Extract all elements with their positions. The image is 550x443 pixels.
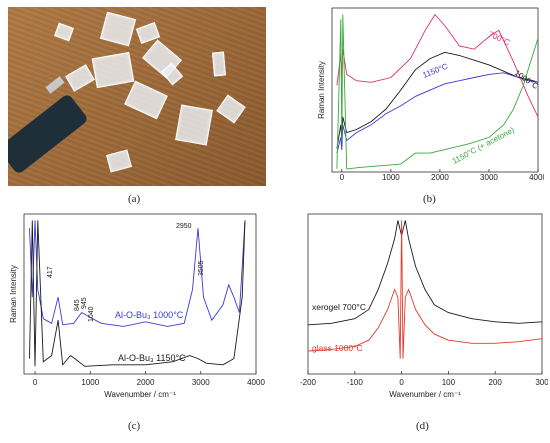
series-label: Al-O-Bu₃ 1150°C [118, 353, 186, 363]
series-label: glass 1000°C [312, 343, 363, 353]
x-tick-label: 2000 [137, 378, 155, 387]
series-label: 1150°C [421, 62, 449, 80]
peak-label: 1040 [88, 306, 95, 322]
x-tick-label: 1000 [81, 378, 99, 387]
x-tick-label: 1000 [382, 173, 400, 182]
x-tick-label: 0 [33, 378, 38, 387]
caption-a: (a) [128, 193, 141, 205]
x-tick-label: 0 [399, 378, 404, 387]
caption-b: (b) [423, 193, 436, 205]
x-tick-label: 200 [489, 378, 503, 387]
photo-glass-fragments [8, 7, 266, 186]
series-label: Al-O-Bu₃ 1000°C [115, 310, 184, 320]
caption-d: (d) [416, 420, 429, 432]
series-line-black [307, 220, 543, 326]
series-label: 1000°C [513, 68, 540, 91]
series-line-black [336, 51, 539, 149]
x-tick-label: 3000 [480, 173, 498, 182]
series-line-green [336, 14, 539, 170]
chart-c: 0 1000 2000 3000 4000 Wavenumber / cm⁻¹ Raman … [9, 213, 265, 399]
chart-d: -200 -100 0 100 200 300 Wavenumber / cm⁻¹ xerog… [300, 213, 548, 399]
series-line-blue [336, 72, 539, 154]
chart-b: 01000200030004000Raman Intensity700°C115… [317, 7, 544, 182]
x-tick-label: 4000 [247, 378, 265, 387]
x-tick-label: 2000 [431, 173, 449, 182]
x-tick-label: 300 [535, 378, 548, 387]
x-tick-label: 4000 [529, 173, 544, 182]
x-axis-label: Wavenumber / cm⁻¹ [104, 390, 176, 399]
peak-label: 845 [74, 299, 81, 311]
x-axis-label: Wavenumber / cm⁻¹ [389, 390, 461, 399]
peak-label: 2950 [176, 223, 192, 230]
peak-label: 945 [81, 297, 88, 309]
series-label: xerogel 700°C [312, 302, 366, 312]
x-tick-label: -200 [300, 378, 317, 387]
peak-label: 417 [47, 266, 54, 278]
peak-label: 3505 [198, 260, 205, 276]
glass-fragment [175, 104, 213, 146]
series-line-black [29, 220, 246, 367]
plot-frame [23, 213, 257, 375]
series-line-redD [307, 220, 543, 359]
x-tick-label: 100 [442, 378, 456, 387]
x-tick-label: -100 [347, 378, 364, 387]
plot-frame [307, 213, 543, 375]
series-line-blue [29, 220, 246, 327]
caption-c: (c) [128, 420, 141, 432]
glass-fragment [211, 51, 227, 77]
x-tick-label: 3000 [192, 378, 210, 387]
y-axis-label: Raman Intensity [9, 265, 18, 323]
plot-frame [331, 7, 539, 173]
x-tick-label: 0 [340, 173, 345, 182]
y-axis-label: Raman Intensity [317, 61, 326, 119]
